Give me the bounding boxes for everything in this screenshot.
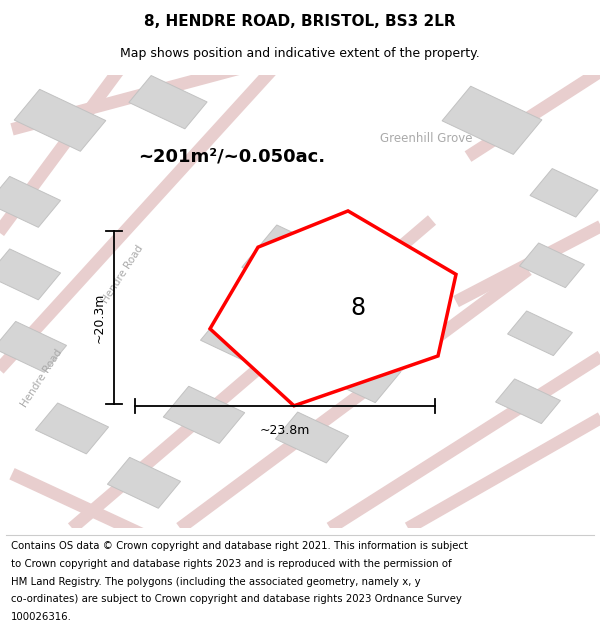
Polygon shape — [520, 243, 584, 288]
Polygon shape — [163, 386, 245, 443]
Polygon shape — [0, 321, 67, 372]
Polygon shape — [107, 458, 181, 508]
Text: ~23.8m: ~23.8m — [260, 424, 310, 438]
Polygon shape — [0, 249, 61, 300]
Text: Contains OS data © Crown copyright and database right 2021. This information is : Contains OS data © Crown copyright and d… — [11, 541, 468, 551]
Polygon shape — [442, 86, 542, 154]
Text: 8: 8 — [350, 296, 365, 321]
Polygon shape — [35, 403, 109, 454]
Text: 100026316.: 100026316. — [11, 612, 71, 622]
Polygon shape — [242, 225, 358, 306]
Polygon shape — [210, 211, 456, 406]
Polygon shape — [275, 412, 349, 463]
Polygon shape — [0, 176, 61, 228]
Text: ~201m²/~0.050ac.: ~201m²/~0.050ac. — [138, 148, 325, 166]
Text: 8, HENDRE ROAD, BRISTOL, BS3 2LR: 8, HENDRE ROAD, BRISTOL, BS3 2LR — [144, 14, 456, 29]
Text: Map shows position and indicative extent of the property.: Map shows position and indicative extent… — [120, 48, 480, 61]
Polygon shape — [496, 379, 560, 424]
Text: co-ordinates) are subject to Crown copyright and database rights 2023 Ordnance S: co-ordinates) are subject to Crown copyr… — [11, 594, 461, 604]
Polygon shape — [508, 311, 572, 356]
Polygon shape — [200, 302, 304, 374]
Polygon shape — [129, 76, 207, 129]
Text: to Crown copyright and database rights 2023 and is reproduced with the permissio: to Crown copyright and database rights 2… — [11, 559, 451, 569]
Text: Greenhill Grove: Greenhill Grove — [380, 132, 472, 145]
Polygon shape — [530, 169, 598, 217]
Text: Hendre Road: Hendre Road — [101, 244, 145, 305]
Polygon shape — [14, 89, 106, 151]
Polygon shape — [319, 346, 401, 403]
Text: Hendre Road: Hendre Road — [20, 348, 64, 409]
Text: ~20.3m: ~20.3m — [92, 292, 106, 342]
Text: HM Land Registry. The polygons (including the associated geometry, namely x, y: HM Land Registry. The polygons (includin… — [11, 576, 421, 586]
